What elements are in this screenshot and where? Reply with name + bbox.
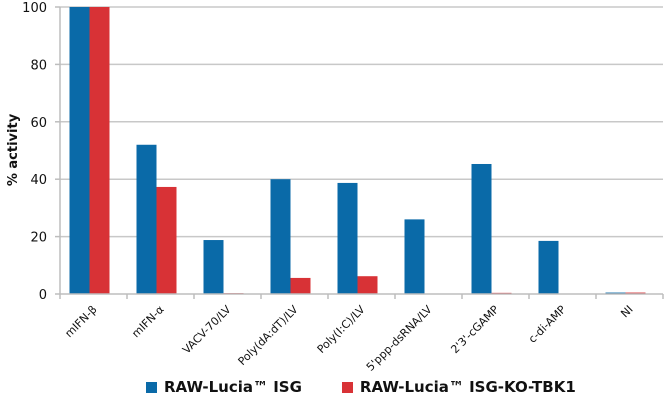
- bar: [89, 7, 110, 294]
- bar: [357, 276, 378, 294]
- x-category-label: 5'ppp-dsRNA/LV: [364, 303, 435, 374]
- bar: [471, 163, 492, 294]
- legend-item-isg: RAW-Lucia™ ISG: [146, 378, 302, 396]
- y-axis-ticks: 0 20 40 60 80 100: [22, 1, 47, 303]
- x-category-label: mIFN-α: [129, 303, 166, 340]
- x-category-label: Poly(dA:dT)/LV: [236, 303, 301, 368]
- x-category-label: c-di-AMP: [526, 303, 569, 346]
- x-category-label: mIFN-β: [62, 303, 99, 340]
- bar-chart: 0 20 40 60 80 100 % activity mIFN-β mIFN-α VACV…: [6, 1, 664, 374]
- x-category-label: NI: [618, 303, 635, 320]
- bar: [337, 182, 358, 294]
- legend-swatch-blue: [146, 381, 157, 393]
- legend-label: RAW-Lucia™ ISG: [164, 378, 302, 396]
- bar: [290, 277, 311, 294]
- y-tick-label: 0: [39, 288, 47, 303]
- y-tick-label: 100: [22, 1, 47, 16]
- bar: [156, 186, 177, 294]
- bar: [136, 144, 157, 294]
- bar: [270, 179, 291, 294]
- x-axis-ticks: mIFN-β mIFN-α VACV-70/LV Poly(dA:dT)/LV Poly…: [59, 294, 664, 374]
- bar: [69, 7, 90, 294]
- bar: [538, 240, 559, 294]
- y-tick-label: 60: [30, 116, 47, 131]
- x-category-label: Poly(I:C)/LV: [315, 303, 368, 356]
- x-category-label: 2'3'-cGAMP: [448, 303, 501, 356]
- legend: RAW-Lucia™ ISG RAW-Lucia™ ISG-KO-TBK1: [146, 378, 576, 396]
- bar: [404, 219, 425, 294]
- y-tick-label: 20: [30, 231, 47, 246]
- y-axis-label: % activity: [6, 113, 21, 186]
- y-tick-label: 40: [30, 173, 47, 188]
- bar: [203, 240, 224, 294]
- legend-label: RAW-Lucia™ ISG-KO-TBK1: [359, 378, 576, 396]
- y-tick-label: 80: [30, 58, 47, 73]
- legend-swatch-red: [341, 381, 353, 393]
- bars: [69, 7, 646, 294]
- legend-item-ko-tbk1: RAW-Lucia™ ISG-KO-TBK1: [341, 378, 576, 396]
- x-category-label: VACV-70/LV: [180, 303, 234, 357]
